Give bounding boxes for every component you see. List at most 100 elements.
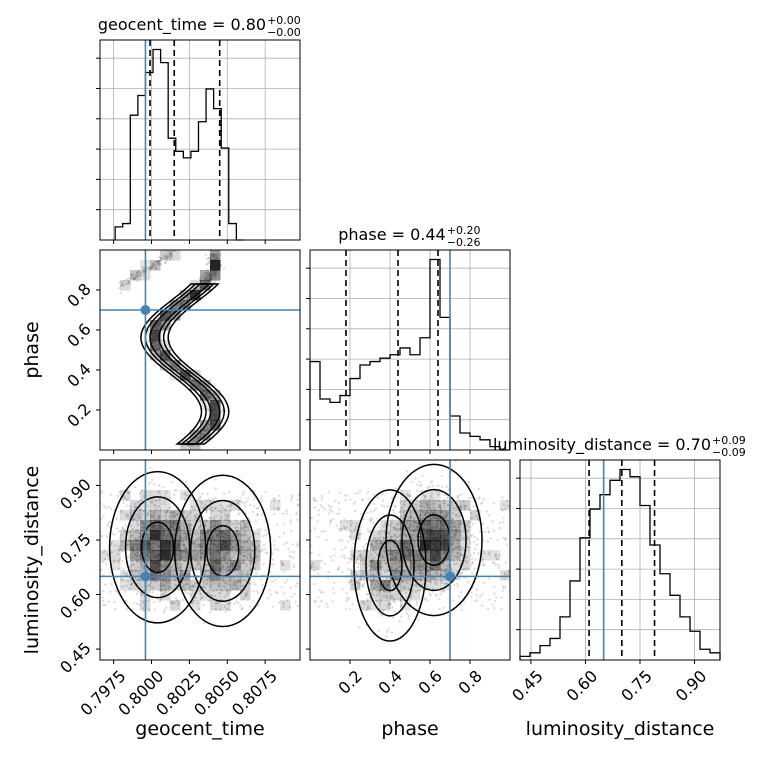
sample-point — [215, 253, 218, 256]
sample-point — [185, 299, 189, 302]
density-cell — [150, 350, 161, 361]
sample-point — [165, 606, 168, 609]
sample-point — [202, 433, 205, 436]
sample-point — [441, 527, 444, 530]
sample-point — [199, 436, 202, 440]
sample-point — [361, 584, 365, 587]
sample-point — [137, 590, 140, 593]
sample-point — [383, 590, 386, 593]
sample-point — [237, 532, 240, 536]
sample-point — [465, 523, 469, 527]
sample-point — [416, 510, 420, 514]
sample-point — [421, 517, 425, 520]
sample-point — [370, 583, 373, 587]
sample-point — [468, 525, 472, 529]
sample-point — [423, 495, 426, 498]
sample-point — [467, 480, 470, 483]
sample-point — [162, 327, 166, 330]
sample-point — [208, 277, 211, 281]
sample-point — [426, 580, 429, 583]
sample-point — [162, 527, 165, 530]
sample-point — [123, 496, 127, 499]
sample-point — [184, 589, 187, 593]
sample-point — [231, 546, 235, 549]
sample-point — [126, 580, 130, 583]
sample-point — [204, 564, 208, 567]
contour-line — [140, 283, 230, 445]
sample-point — [243, 551, 246, 554]
sample-point — [394, 535, 397, 539]
sample-point — [377, 588, 380, 591]
sample-point — [387, 532, 391, 535]
sample-point — [278, 535, 281, 539]
sample-point — [139, 508, 143, 512]
sample-point — [200, 542, 204, 545]
sample-point — [235, 529, 239, 533]
sample-point — [435, 573, 439, 576]
sample-point — [402, 503, 405, 506]
sample-point — [245, 564, 249, 567]
sample-point — [201, 538, 204, 542]
sample-point — [222, 585, 225, 588]
sample-point — [395, 567, 398, 571]
sample-point — [457, 544, 461, 548]
sample-point — [457, 497, 460, 500]
sample-point — [239, 580, 243, 583]
sample-point — [475, 509, 478, 513]
sample-point — [190, 585, 194, 589]
panel-content — [100, 466, 300, 628]
sample-point — [164, 511, 168, 514]
sample-point — [129, 553, 132, 557]
sample-point — [220, 589, 224, 592]
sample-point — [202, 388, 205, 391]
density-cell — [210, 510, 221, 521]
y-tick-label: 0.2 — [63, 399, 94, 430]
sample-point — [249, 560, 252, 564]
sample-point — [177, 601, 181, 605]
sample-point — [361, 571, 365, 574]
sample-point — [104, 603, 107, 607]
sample-point — [209, 256, 213, 260]
sample-point — [457, 523, 460, 527]
sample-point — [196, 543, 200, 546]
sample-point — [386, 535, 390, 539]
sample-point — [167, 573, 170, 576]
sample-point — [386, 583, 390, 587]
sample-point — [203, 573, 206, 576]
sample-point — [455, 552, 458, 555]
sample-point — [209, 274, 212, 277]
sample-point — [193, 541, 196, 544]
sample-point — [128, 282, 131, 286]
sample-point — [209, 276, 212, 279]
sample-point — [198, 385, 201, 388]
sample-point — [184, 551, 188, 554]
sample-point — [394, 563, 397, 566]
sample-point — [203, 429, 206, 432]
sample-point — [450, 526, 454, 529]
sample-point — [445, 512, 449, 515]
sample-point — [136, 274, 139, 277]
sample-point — [216, 397, 219, 400]
y-tick-label: 0.45 — [56, 638, 95, 677]
sample-point — [138, 532, 142, 535]
sample-point — [147, 483, 151, 486]
sample-point — [397, 561, 400, 565]
sample-point — [408, 494, 411, 498]
sample-point — [451, 540, 455, 543]
sample-point — [393, 571, 397, 574]
sample-point — [139, 561, 143, 564]
sample-point — [416, 553, 419, 556]
sample-point — [197, 562, 200, 566]
sample-point — [136, 523, 139, 526]
sample-point — [414, 552, 418, 555]
sample-point — [192, 592, 196, 595]
sample-point — [199, 592, 202, 596]
sample-point — [432, 521, 435, 525]
sample-point — [404, 570, 407, 573]
sample-point — [363, 549, 366, 552]
sample-point — [169, 601, 172, 604]
sample-point — [179, 303, 183, 306]
sample-point — [372, 556, 376, 559]
sample-point — [361, 600, 365, 604]
sample-point — [382, 525, 385, 528]
